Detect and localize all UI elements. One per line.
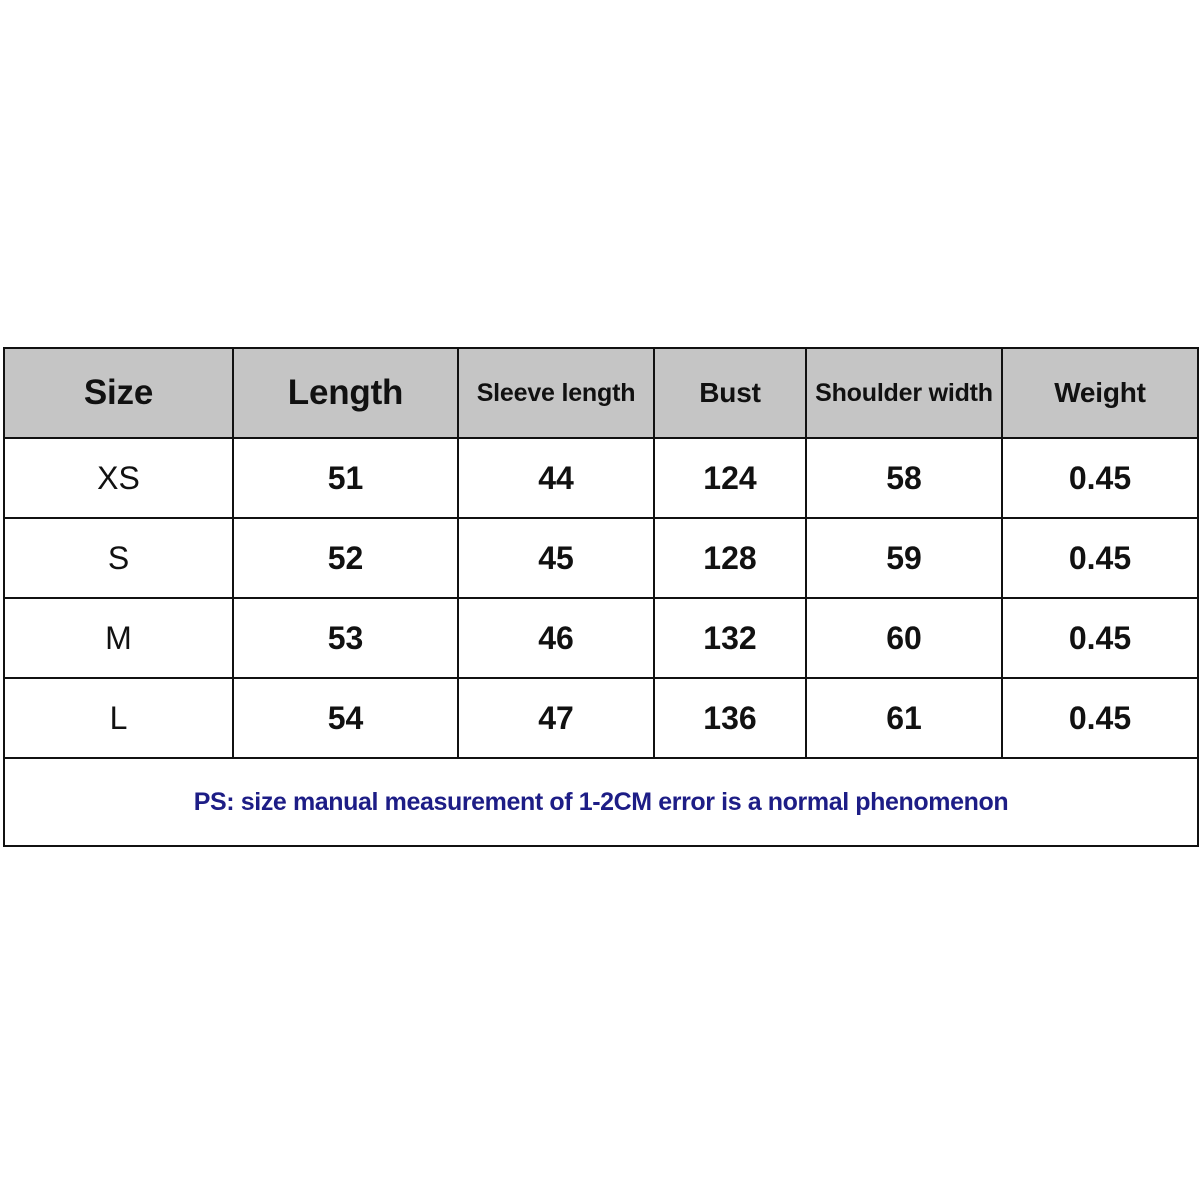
table-note-row: PS: size manual measurement of 1-2CM err…	[3, 757, 1199, 847]
table-row: M 53 46 132 60 0.45	[3, 597, 1199, 679]
column-header-length: Length	[232, 347, 459, 439]
cell-weight: 0.45	[1001, 437, 1199, 519]
cell-weight: 0.45	[1001, 517, 1199, 599]
cell-length: 51	[232, 437, 459, 519]
cell-bust: 124	[653, 437, 807, 519]
table-row: XS 51 44 124 58 0.45	[3, 437, 1199, 519]
cell-size: L	[3, 677, 234, 759]
table-row: L 54 47 136 61 0.45	[3, 677, 1199, 759]
cell-weight: 0.45	[1001, 677, 1199, 759]
table-row: S 52 45 128 59 0.45	[3, 517, 1199, 599]
cell-sleeve-length: 46	[457, 597, 655, 679]
column-header-shoulder-width: Shoulder width	[805, 347, 1003, 439]
cell-sleeve-length: 47	[457, 677, 655, 759]
column-header-size: Size	[3, 347, 234, 439]
size-chart-table: Size Length Sleeve length Bust Shoulder …	[3, 347, 1199, 847]
size-chart-container: Size Length Sleeve length Bust Shoulder …	[3, 347, 1199, 847]
cell-bust: 128	[653, 517, 807, 599]
cell-bust: 132	[653, 597, 807, 679]
column-header-bust: Bust	[653, 347, 807, 439]
column-header-weight: Weight	[1001, 347, 1199, 439]
cell-size: M	[3, 597, 234, 679]
cell-length: 52	[232, 517, 459, 599]
cell-bust: 136	[653, 677, 807, 759]
column-header-sleeve-length: Sleeve length	[457, 347, 655, 439]
cell-shoulder-width: 59	[805, 517, 1003, 599]
cell-length: 53	[232, 597, 459, 679]
cell-size: S	[3, 517, 234, 599]
table-header-row: Size Length Sleeve length Bust Shoulder …	[3, 347, 1199, 439]
cell-shoulder-width: 58	[805, 437, 1003, 519]
cell-length: 54	[232, 677, 459, 759]
cell-shoulder-width: 61	[805, 677, 1003, 759]
cell-sleeve-length: 44	[457, 437, 655, 519]
cell-shoulder-width: 60	[805, 597, 1003, 679]
measurement-note: PS: size manual measurement of 1-2CM err…	[3, 757, 1199, 847]
cell-size: XS	[3, 437, 234, 519]
cell-weight: 0.45	[1001, 597, 1199, 679]
cell-sleeve-length: 45	[457, 517, 655, 599]
